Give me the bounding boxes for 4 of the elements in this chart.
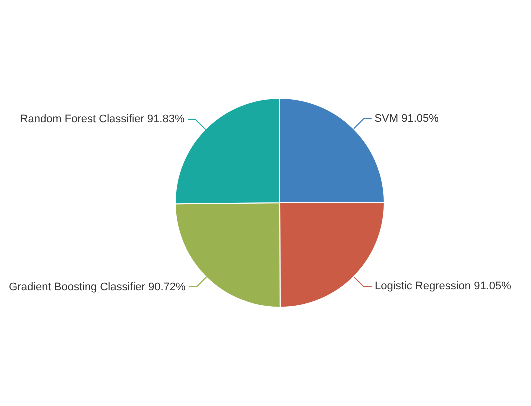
slice-label: Gradient Boosting Classifier 90.72% (9, 281, 186, 294)
slice-label: SVM 91.05% (374, 113, 440, 126)
slice-label: Random Forest Classifier 91.83% (20, 114, 185, 126)
slice-label: Logistic Regression 91.05% (375, 280, 512, 293)
